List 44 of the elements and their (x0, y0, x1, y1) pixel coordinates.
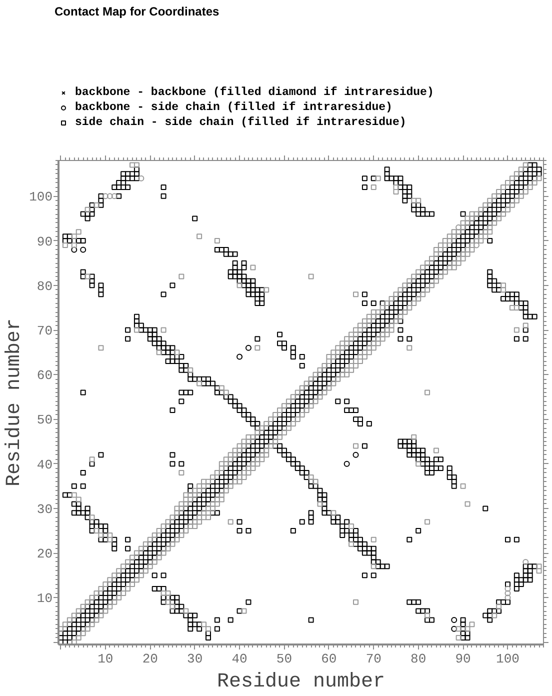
point (451, 626, 458, 632)
point (504, 586, 511, 592)
chart-title: Contact Map for Coordinates (54, 4, 220, 18)
legend-label: side chain - side chain (filled if intraresidue) (75, 115, 406, 130)
x-tick-label: 50 (276, 652, 292, 666)
y-tick-label: 90 (36, 234, 53, 250)
point (522, 558, 529, 565)
y-tick-label: 20 (36, 546, 53, 562)
point (111, 193, 118, 200)
x-axis-title: Residue number (216, 670, 386, 694)
point (504, 590, 511, 596)
legend-label: backbone - backbone (filled diamond if intraresidue) (75, 85, 434, 100)
point (504, 594, 511, 601)
y-tick-label: 50 (36, 412, 53, 428)
point (245, 344, 252, 351)
point (138, 175, 144, 182)
x-tick-label: 80 (410, 652, 426, 666)
point (352, 452, 359, 458)
x-tick-label: 60 (321, 652, 337, 666)
y-tick-label: 40 (36, 457, 53, 472)
y-tick-label: 10 (36, 591, 53, 606)
point (344, 460, 350, 467)
y-tick-label: 100 (29, 190, 52, 205)
x-tick-label: 70 (366, 652, 382, 666)
y-axis-title: Residue number (3, 318, 26, 487)
y-tick-label: 70 (36, 324, 53, 339)
point (102, 193, 108, 200)
point (106, 193, 113, 200)
point (456, 224, 462, 230)
x-tick-label: 10 (98, 652, 114, 666)
x-tick-label: 40 (232, 652, 248, 666)
point (236, 354, 243, 360)
point (451, 616, 458, 623)
point (80, 246, 86, 253)
y-tick-label: 30 (36, 502, 53, 517)
x-tick-label: 30 (187, 652, 203, 666)
point (71, 246, 78, 253)
y-tick-label: 80 (36, 278, 53, 294)
legend-label: backbone - side chain (filled if intraresidue) (75, 100, 392, 115)
x-tick-label: 90 (455, 652, 471, 666)
point (473, 242, 480, 248)
x-tick-label: 20 (142, 652, 158, 666)
x-tick-label: 100 (496, 652, 520, 666)
y-tick-label: 60 (36, 368, 53, 384)
